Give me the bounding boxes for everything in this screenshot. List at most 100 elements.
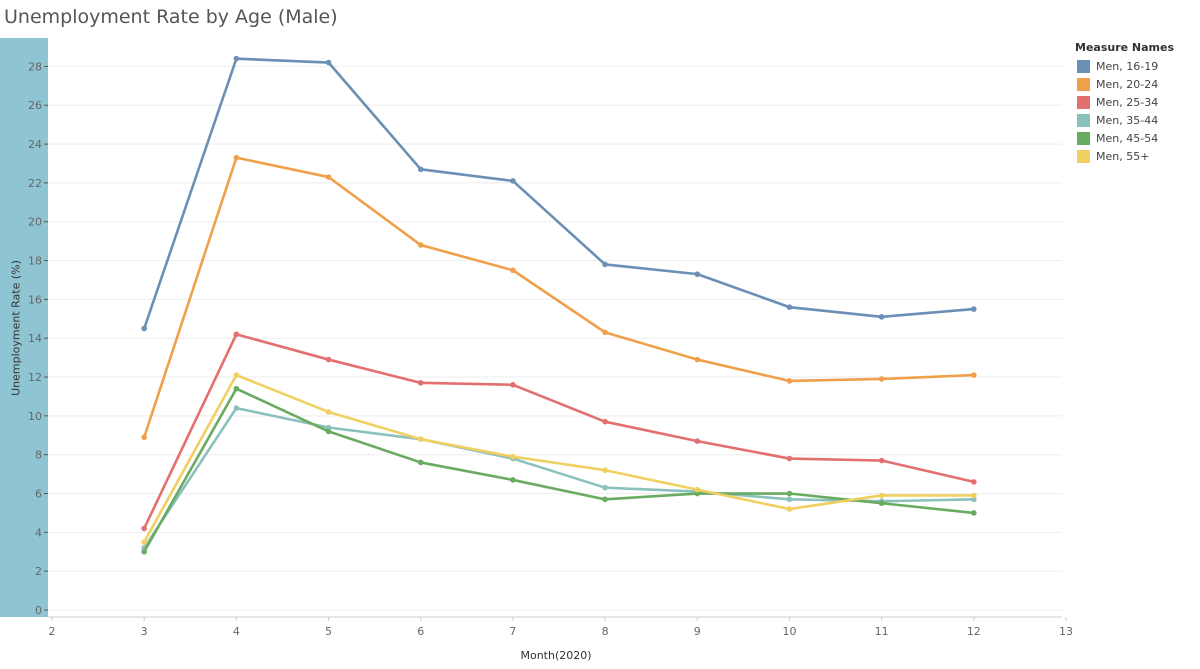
data-point [694,486,701,493]
data-point [878,314,885,320]
legend-label: Men, 25-34 [1096,95,1159,109]
data-point [971,372,977,378]
y-tick-label: 4 [35,526,42,539]
legend-item[interactable]: Men, 55+ [1075,147,1174,165]
data-point [786,496,793,503]
data-point [971,510,977,516]
legend-label: Men, 35-44 [1096,113,1159,127]
data-point [878,500,885,507]
y-tick-label: 24 [28,138,42,151]
x-tick-label: 10 [782,625,796,638]
x-tick-label: 12 [967,625,981,638]
x-tick-label: 3 [141,625,148,638]
legend-label: Men, 16-19 [1096,59,1159,73]
series-line-3 [142,333,976,530]
legend: Measure Names Men, 16-19 Men, 20-24 Men, 2… [1075,41,1174,165]
series-line-2 [142,156,976,439]
x-tick-label: 4 [233,625,240,638]
data-point [510,453,516,460]
y-tick-label: 2 [35,565,42,578]
data-point [694,271,701,277]
data-point [233,331,240,338]
legend-title: Measure Names [1075,41,1175,54]
x-axis-title: Month(2020) [520,649,591,662]
series-line-1 [142,57,976,330]
y-tick-label: 8 [35,449,42,462]
y-tick-label: 16 [28,293,42,306]
data-point [602,261,608,268]
legend-swatch [1077,131,1090,145]
legend-item[interactable]: Men, 20-24 [1075,75,1174,93]
legend-swatch [1077,95,1090,109]
y-tick-label: 6 [35,488,42,501]
data-point [602,484,608,491]
y-tick-label: 18 [28,255,42,268]
data-point [233,372,240,378]
series-line-5 [142,387,976,554]
data-point [417,242,424,248]
data-point [510,267,516,274]
data-point [786,304,793,310]
x-tick-label: 9 [694,625,701,638]
data-point [602,329,608,336]
data-point [878,457,885,464]
y-tick-label: 20 [28,216,42,229]
data-point [510,382,516,388]
data-point [602,418,608,425]
x-tick-label: 11 [875,625,889,638]
legend-item[interactable]: Men, 16-19 [1075,57,1174,75]
data-point [141,539,147,545]
data-point [417,436,424,442]
data-point [971,492,977,499]
data-point [786,506,793,512]
x-tick-label: 13 [1059,625,1073,638]
y-tick-label: 0 [35,604,42,617]
x-tick-label: 8 [602,625,609,638]
legend-item[interactable]: Men, 35-44 [1075,111,1174,129]
data-point [141,325,147,332]
legend-label: Men, 45-54 [1096,131,1159,145]
series-line-4 [142,406,976,550]
data-point [233,154,240,161]
data-point [786,455,793,462]
data-point [786,378,793,384]
data-point [233,55,240,62]
data-point [971,479,977,485]
data-point [233,385,240,392]
data-point [694,490,701,497]
data-point [325,424,332,431]
data-point [141,434,147,441]
y-tick-label: 26 [28,99,42,112]
data-point [694,438,701,444]
data-point [510,178,516,184]
legend-swatch [1077,77,1090,91]
x-tick-label: 2 [49,625,56,638]
y-tick-label: 12 [28,371,42,384]
data-point [602,496,608,503]
legend-swatch [1077,59,1090,73]
data-point [417,380,424,386]
x-tick-label: 5 [325,625,332,638]
data-point [325,428,332,435]
legend-item[interactable]: Men, 45-54 [1075,129,1174,147]
x-tick-label: 6 [417,625,424,638]
y-tick-label: 22 [28,177,42,190]
legend-item[interactable]: Men, 25-34 [1075,93,1174,111]
data-point [878,376,885,382]
data-point [325,59,332,66]
data-point [325,409,332,415]
y-tick-label: 10 [28,410,42,423]
data-point [325,356,332,363]
data-point [141,548,147,555]
x-tick-label: 7 [509,625,516,638]
data-point [141,525,147,532]
chart-title: Unemployment Rate by Age (Male) [4,6,338,28]
series-line-6 [142,373,976,544]
data-point [325,174,332,180]
data-point [602,467,608,474]
data-point [510,477,516,483]
y-tick-label: 14 [28,332,42,345]
y-tick-label: 28 [28,60,42,73]
data-point [971,306,977,312]
